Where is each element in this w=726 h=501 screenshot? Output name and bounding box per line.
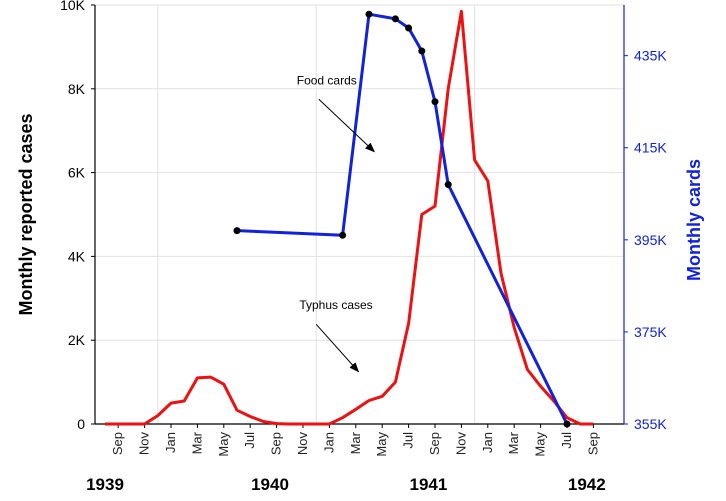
series-line bbox=[105, 9, 594, 426]
right-tick-label: 415K bbox=[634, 140, 667, 156]
y2-axis-title: Monthly cards bbox=[684, 159, 704, 281]
left-tick-label: 4K bbox=[68, 248, 86, 264]
month-tick-label: Sep bbox=[110, 432, 125, 455]
month-tick-label: Jul bbox=[559, 432, 574, 449]
month-tick-label: Jan bbox=[321, 432, 336, 453]
month-tick-label: Sep bbox=[585, 432, 600, 455]
series-typhus-cases bbox=[105, 9, 594, 426]
left-tick-label: 2K bbox=[68, 332, 86, 348]
year-label: 1940 bbox=[251, 475, 289, 494]
month-tick-label: Jan bbox=[163, 432, 178, 453]
month-tick-label: Mar bbox=[506, 431, 521, 454]
month-tick-label: Nov bbox=[453, 432, 468, 456]
data-point bbox=[431, 98, 439, 106]
month-tick-label: Mar bbox=[189, 431, 204, 454]
month-tick-label: Nov bbox=[137, 432, 152, 456]
year-label: 1941 bbox=[409, 475, 447, 494]
month-tick-labels: Sep Nov Jan Mar May Jul Sep Nov Jan Mar May Jul Sep N… bbox=[110, 424, 600, 457]
month-tick-label: Jul bbox=[401, 432, 416, 449]
data-point bbox=[391, 15, 399, 23]
data-point bbox=[563, 420, 571, 428]
left-tick-label: 10K bbox=[60, 0, 86, 13]
year-label: 1942 bbox=[568, 475, 606, 494]
left-tick-label: 6K bbox=[68, 165, 86, 181]
data-point bbox=[405, 24, 413, 32]
data-point bbox=[418, 47, 426, 55]
year-label: 1939 bbox=[86, 475, 124, 494]
annotation-label: Typhus cases bbox=[299, 298, 372, 312]
right-tick-label: 355K bbox=[634, 416, 667, 432]
month-tick-label: Nov bbox=[295, 432, 310, 456]
annotation-arrow bbox=[318, 98, 376, 153]
data-point bbox=[233, 227, 241, 235]
annotation: Food cards bbox=[297, 74, 376, 153]
right-tick-label: 375K bbox=[634, 324, 667, 340]
left-tick-label: 8K bbox=[68, 81, 86, 97]
annotation-label: Food cards bbox=[297, 74, 357, 88]
annotation-arrow bbox=[315, 323, 360, 373]
plot-area bbox=[95, 5, 624, 424]
left-tick-label: 0 bbox=[77, 416, 85, 432]
month-tick-label: May bbox=[216, 432, 231, 457]
annotation: Typhus cases bbox=[299, 298, 373, 373]
right-tick-labels: 355K 375K 395K 415K 435K bbox=[624, 48, 667, 432]
y-axis-title: Monthly reported cases bbox=[16, 113, 36, 315]
year-labels: 1939 1940 1941 1942 bbox=[86, 475, 606, 494]
month-tick-label: Jan bbox=[480, 432, 495, 453]
month-tick-label: Sep bbox=[427, 432, 442, 455]
left-tick-labels: 0 2K 4K 6K 8K 10K bbox=[60, 0, 95, 432]
month-tick-label: Jul bbox=[242, 432, 257, 449]
month-tick-label: May bbox=[533, 432, 548, 457]
series-food-cards bbox=[233, 10, 571, 428]
data-point bbox=[444, 181, 452, 189]
data-point bbox=[365, 10, 373, 18]
right-tick-label: 395K bbox=[634, 232, 667, 248]
month-tick-label: Mar bbox=[348, 431, 363, 454]
data-point bbox=[339, 231, 347, 239]
month-tick-label: Sep bbox=[269, 432, 284, 455]
month-tick-label: May bbox=[374, 432, 389, 457]
right-tick-label: 435K bbox=[634, 48, 667, 64]
